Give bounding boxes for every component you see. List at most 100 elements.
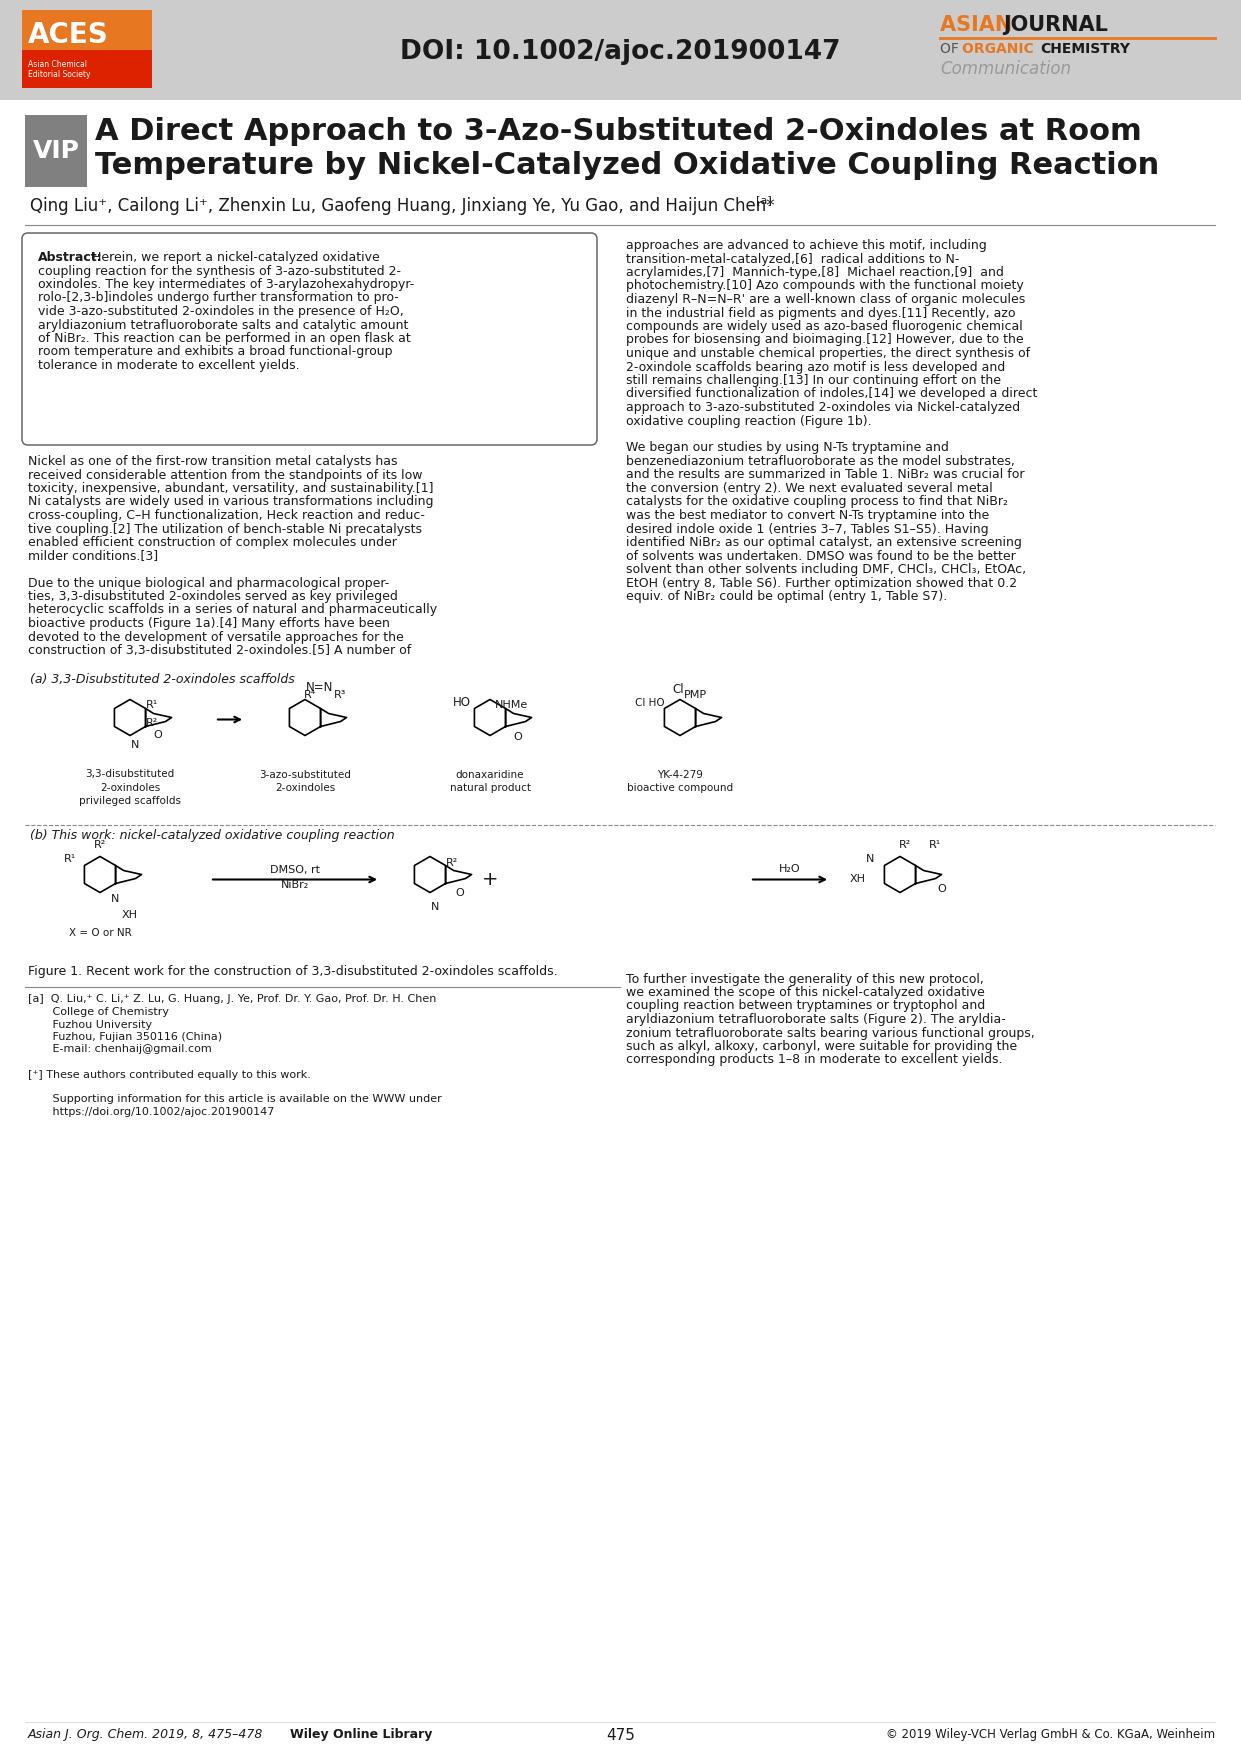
Text: milder conditions.[3]: milder conditions.[3] [29,549,158,563]
Text: equiv. of NiBr₂ could be optimal (entry 1, Table S7).: equiv. of NiBr₂ could be optimal (entry … [625,589,947,603]
Text: of NiBr₂. This reaction can be performed in an open flask at: of NiBr₂. This reaction can be performed… [38,332,411,346]
FancyBboxPatch shape [22,233,597,446]
Text: H₂O: H₂O [779,865,800,875]
Text: aryldiazonium tetrafluoroborate salts (Figure 2). The aryldia-: aryldiazonium tetrafluoroborate salts (F… [625,1014,1005,1026]
Text: rolo-[2,3-b]indoles undergo further transformation to pro-: rolo-[2,3-b]indoles undergo further tran… [38,291,398,305]
Text: N: N [431,902,439,912]
Text: PMP: PMP [684,691,706,700]
Text: ACES: ACES [29,21,109,49]
Text: we examined the scope of this nickel-catalyzed oxidative: we examined the scope of this nickel-cat… [625,986,985,1000]
Text: the conversion (entry 2). We next evaluated several metal: the conversion (entry 2). We next evalua… [625,482,993,495]
Text: construction of 3,3-disubstituted 2-oxindoles.[5] A number of: construction of 3,3-disubstituted 2-oxin… [29,644,411,658]
Text: R¹: R¹ [928,840,941,849]
Text: © 2019 Wiley-VCH Verlag GmbH & Co. KGaA, Weinheim: © 2019 Wiley-VCH Verlag GmbH & Co. KGaA,… [886,1728,1215,1742]
Text: bioactive products (Figure 1a).[4] Many efforts have been: bioactive products (Figure 1a).[4] Many … [29,617,390,630]
Text: diversified functionalization of indoles,[14] we developed a direct: diversified functionalization of indoles… [625,388,1037,400]
Text: [a]  Q. Liu,⁺ C. Li,⁺ Z. Lu, G. Huang, J. Ye, Prof. Dr. Y. Gao, Prof. Dr. H. Che: [a] Q. Liu,⁺ C. Li,⁺ Z. Lu, G. Huang, J.… [29,995,437,1005]
Text: R¹: R¹ [63,854,76,865]
Text: oxidative coupling reaction (Figure 1b).: oxidative coupling reaction (Figure 1b). [625,414,871,428]
Text: received considerable attention from the standpoints of its low: received considerable attention from the… [29,468,422,482]
Text: in the industrial field as pigments and dyes.[11] Recently, azo: in the industrial field as pigments and … [625,307,1015,319]
Text: tive coupling.[2] The utilization of bench-stable Ni precatalysts: tive coupling.[2] The utilization of ben… [29,523,422,535]
Text: Qing Liu⁺, Cailong Li⁺, Zhenxin Lu, Gaofeng Huang, Jinxiang Ye, Yu Gao, and Haij: Qing Liu⁺, Cailong Li⁺, Zhenxin Lu, Gaof… [30,196,774,216]
Text: R³: R³ [334,691,346,700]
Text: O: O [455,888,464,898]
Text: R¹: R¹ [146,700,158,710]
Text: ASIAN: ASIAN [939,16,1020,35]
Text: (b) This work: nickel-catalyzed oxidative coupling reaction: (b) This work: nickel-catalyzed oxidativ… [30,830,395,842]
Text: To further investigate the generality of this new protocol,: To further investigate the generality of… [625,972,984,986]
Text: [⁺] These authors contributed equally to this work.: [⁺] These authors contributed equally to… [29,1070,311,1079]
Text: room temperature and exhibits a broad functional-group: room temperature and exhibits a broad fu… [38,346,392,358]
Text: JOURNAL: JOURNAL [1003,16,1108,35]
Text: E-mail: chenhaij@gmail.com: E-mail: chenhaij@gmail.com [29,1044,212,1054]
Text: R²: R² [446,858,458,868]
Text: O: O [938,884,947,895]
Text: and the results are summarized in Table 1. NiBr₂ was crucial for: and the results are summarized in Table … [625,468,1025,482]
Text: coupling reaction for the synthesis of 3-azo-substituted 2-: coupling reaction for the synthesis of 3… [38,265,401,277]
Text: R⁴: R⁴ [304,691,316,700]
Text: photochemistry.[10] Azo compounds with the functional moiety: photochemistry.[10] Azo compounds with t… [625,279,1024,293]
Text: donaxaridine
natural product: donaxaridine natural product [449,770,530,793]
Text: Due to the unique biological and pharmacological proper-: Due to the unique biological and pharmac… [29,577,390,589]
Text: DOI: 10.1002/ajoc.201900147: DOI: 10.1002/ajoc.201900147 [401,39,840,65]
Text: R²: R² [898,840,911,849]
Text: Editorial Society: Editorial Society [29,70,91,79]
Text: Communication: Communication [939,60,1071,77]
Text: 475: 475 [606,1728,635,1743]
Text: was the best mediator to convert N-Ts tryptamine into the: was the best mediator to convert N-Ts tr… [625,509,989,523]
Text: Fuzhou, Fujian 350116 (China): Fuzhou, Fujian 350116 (China) [29,1031,222,1042]
Text: acrylamides,[7]  Mannich-type,[8]  Michael reaction,[9]  and: acrylamides,[7] Mannich-type,[8] Michael… [625,267,1004,279]
Text: N: N [130,740,139,749]
Text: R²: R² [94,840,107,849]
Text: unique and unstable chemical properties, the direct synthesis of: unique and unstable chemical properties,… [625,347,1030,360]
Text: tolerance in moderate to excellent yields.: tolerance in moderate to excellent yield… [38,360,299,372]
Text: YK-4-279
bioactive compound: YK-4-279 bioactive compound [627,770,733,793]
Text: Abstract:: Abstract: [38,251,103,265]
Text: heterocyclic scaffolds in a series of natural and pharmaceutically: heterocyclic scaffolds in a series of na… [29,603,437,616]
Text: Cl HO: Cl HO [635,698,665,707]
Text: N: N [866,854,874,865]
Text: R²: R² [146,717,158,728]
Text: still remains challenging.[13] In our continuing effort on the: still remains challenging.[13] In our co… [625,374,1001,388]
Text: Temperature by Nickel-Catalyzed Oxidative Coupling Reaction: Temperature by Nickel-Catalyzed Oxidativ… [96,151,1159,181]
Text: DMSO, rt: DMSO, rt [271,865,320,875]
Text: NHMe: NHMe [495,700,529,710]
Text: 3,3-disubstituted
2-oxindoles
privileged scaffolds: 3,3-disubstituted 2-oxindoles privileged… [79,770,181,805]
Text: solvent than other solvents including DMF, CHCl₃, CHCl₃, EtOAc,: solvent than other solvents including DM… [625,563,1026,575]
Text: Supporting information for this article is available on the WWW under: Supporting information for this article … [29,1094,442,1105]
Text: Figure 1. Recent work for the construction of 3,3-disubstituted 2-oxindoles scaf: Figure 1. Recent work for the constructi… [29,965,557,977]
Text: VIP: VIP [32,139,79,163]
Text: College of Chemistry: College of Chemistry [29,1007,169,1017]
Text: Cl: Cl [673,682,684,696]
Text: NiBr₂: NiBr₂ [280,879,309,889]
Text: desired indole oxide 1 (entries 3–7, Tables S1–S5). Having: desired indole oxide 1 (entries 3–7, Tab… [625,523,989,535]
Text: approach to 3-azo-substituted 2-oxindoles via Nickel-catalyzed: approach to 3-azo-substituted 2-oxindole… [625,402,1020,414]
Bar [22,11,151,88]
Text: https://doi.org/10.1002/ajoc.201900147: https://doi.org/10.1002/ajoc.201900147 [29,1107,274,1117]
Text: coupling reaction between tryptamines or tryptophol and: coupling reaction between tryptamines or… [625,1000,985,1012]
Text: compounds are widely used as azo-based fluorogenic chemical: compounds are widely used as azo-based f… [625,319,1023,333]
Bar [25,116,87,188]
Text: corresponding products 1–8 in moderate to excellent yields.: corresponding products 1–8 in moderate t… [625,1054,1003,1066]
Text: XH: XH [850,875,866,884]
Text: approaches are advanced to achieve this motif, including: approaches are advanced to achieve this … [625,239,987,253]
Text: ties, 3,3-disubstituted 2-oxindoles served as key privileged: ties, 3,3-disubstituted 2-oxindoles serv… [29,589,398,603]
Text: transition-metal-catalyzed,[6]  radical additions to N-: transition-metal-catalyzed,[6] radical a… [625,253,959,265]
Text: O: O [514,733,522,742]
Text: probes for biosensing and bioimaging.[12] However, due to the: probes for biosensing and bioimaging.[12… [625,333,1024,347]
Text: (a) 3,3-Disubstituted 2-oxindoles scaffolds: (a) 3,3-Disubstituted 2-oxindoles scaffo… [30,674,295,686]
Text: identified NiBr₂ as our optimal catalyst, an extensive screening: identified NiBr₂ as our optimal catalyst… [625,537,1021,549]
Text: zonium tetrafluoroborate salts bearing various functional groups,: zonium tetrafluoroborate salts bearing v… [625,1026,1035,1040]
Text: OF: OF [939,42,963,56]
Text: cross-coupling, C–H functionalization, Heck reaction and reduc-: cross-coupling, C–H functionalization, H… [29,509,424,523]
Text: Ni catalysts are widely used in various transformations including: Ni catalysts are widely used in various … [29,495,433,509]
Text: Fuzhou University: Fuzhou University [29,1019,153,1030]
Text: EtOH (entry 8, Table S6). Further optimization showed that 0.2: EtOH (entry 8, Table S6). Further optimi… [625,577,1018,589]
Text: N=N: N=N [307,681,334,695]
Text: CHEMISTRY: CHEMISTRY [1040,42,1131,56]
Text: Nickel as one of the first-row transition metal catalysts has: Nickel as one of the first-row transitio… [29,454,397,468]
Text: N: N [110,895,119,905]
Text: Wiley Online Library: Wiley Online Library [290,1728,432,1742]
Text: XH: XH [122,910,138,919]
